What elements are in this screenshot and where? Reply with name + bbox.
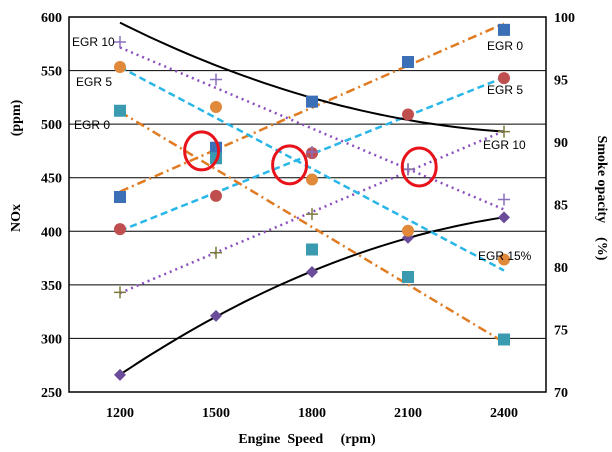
data-point-nox-2: [114, 286, 126, 299]
data-point-nox-0: [402, 56, 414, 68]
annotation-label: EGR 10: [483, 138, 526, 152]
series-markers: [114, 23, 510, 381]
data-point-smoke-6: [306, 146, 318, 158]
data-point-smoke-5: [210, 101, 222, 113]
data-point-smoke-6: [498, 193, 510, 206]
x-tick-label: 2100: [394, 406, 422, 421]
series-annotations: EGR 10 EGR 5 EGR 0 EGR 0 EGR 5 EGR 10 EGR 15%: [72, 35, 532, 263]
y-left-tick-label: 350: [41, 279, 62, 294]
y-left-axis-title: NOx: [9, 204, 24, 232]
highlight-circle-1: [271, 144, 309, 186]
y-right-tick-label: 85: [554, 199, 568, 214]
data-point-smoke-5: [402, 224, 414, 237]
highlight-circle-2: [400, 146, 438, 188]
data-point-smoke-4: [498, 333, 510, 346]
x-axis-title: Engine Speed (rpm): [238, 432, 376, 447]
x-tick-label: 1500: [202, 406, 230, 421]
y-right-tick-label: 80: [554, 261, 568, 276]
data-point-smoke-6: [210, 73, 222, 86]
y-right-tick-label: 70: [554, 386, 568, 401]
data-point-nox-3: [114, 368, 126, 381]
annotation-label: EGR 5: [76, 75, 112, 89]
y-right-tick-label: 75: [554, 324, 568, 339]
data-point-nox-1: [402, 108, 414, 121]
annotation-label: EGR 15%: [478, 249, 532, 263]
y-left-tick-label: 300: [41, 332, 62, 347]
data-point-nox-0: [114, 191, 126, 203]
data-point-smoke-5: [498, 253, 510, 266]
series-line-smoke-4: [119, 110, 505, 344]
data-point-smoke-4: [114, 104, 126, 117]
data-point-nox-3: [306, 266, 318, 278]
data-point-nox-2: [210, 246, 222, 259]
axis-ticks: 250 300 350 400 450 500 550 600 70 75 80 85 90 95 100 1…: [41, 11, 575, 421]
y-right-axis-title: Smoke opacity (%): [594, 136, 609, 261]
data-point-nox-2: [498, 125, 510, 138]
data-point-nox-1: [114, 223, 126, 236]
data-point-smoke-6: [114, 36, 126, 48]
y-left-tick-label: 600: [41, 11, 62, 26]
data-point-nox-0: [498, 23, 510, 36]
data-point-smoke-4: [306, 243, 318, 256]
data-point-nox-1: [210, 189, 222, 202]
plot-area-border: [68, 16, 547, 393]
series-line-smoke-5: [119, 65, 505, 272]
y-left-axis-unit: (ppm): [9, 99, 24, 136]
data-point-nox-0: [306, 95, 318, 108]
data-point-smoke-6: [402, 163, 414, 176]
y-right-tick-label: 90: [554, 136, 568, 151]
y-left-tick-label: 400: [41, 225, 62, 240]
data-point-nox-3: [210, 309, 222, 322]
y-left-tick-label: 550: [41, 65, 62, 80]
highlight-circles: [183, 130, 438, 188]
data-point-nox-1: [498, 72, 510, 85]
data-point-nox-2: [306, 208, 318, 221]
annotation-label: EGR 0: [74, 118, 110, 132]
highlight-circle-0: [183, 130, 221, 172]
y-left-tick-label: 500: [41, 118, 62, 133]
y-right-tick-label: 100: [554, 11, 575, 26]
x-tick-label: 1200: [106, 406, 134, 421]
y-right-tick-label: 95: [554, 74, 568, 89]
annotation-label: EGR 10: [72, 35, 115, 49]
y-left-tick-label: 450: [41, 172, 62, 187]
data-point-nox-3: [498, 211, 510, 224]
y-left-tick-label: 250: [41, 386, 62, 401]
data-point-smoke-5: [114, 61, 126, 73]
data-point-smoke-4: [402, 271, 414, 283]
data-point-smoke-5: [306, 173, 318, 186]
annotation-label: EGR 5: [487, 83, 523, 97]
x-tick-label: 1800: [298, 406, 326, 421]
x-tick-label: 2400: [490, 406, 518, 421]
series-line-nox-1: [119, 76, 505, 233]
annotation-label: EGR 0: [487, 39, 523, 53]
